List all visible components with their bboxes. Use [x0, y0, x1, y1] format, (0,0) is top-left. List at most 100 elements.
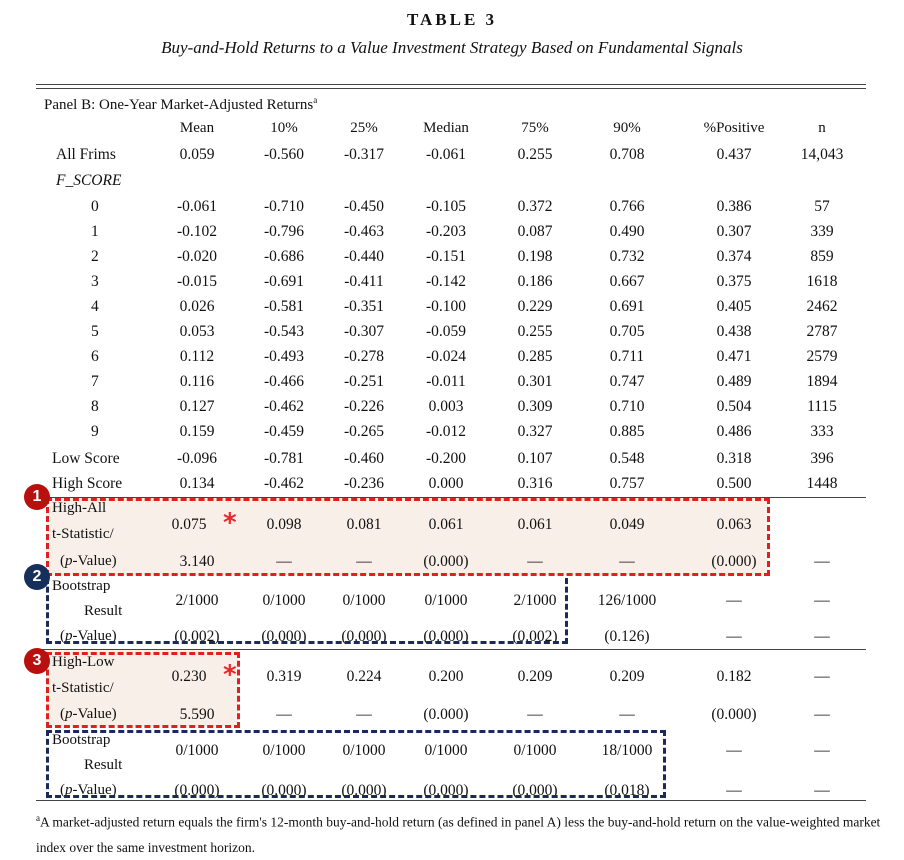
- row-label: 5: [91, 323, 99, 340]
- high_all-stats: —: [276, 553, 292, 570]
- high_low-value: 0.209: [609, 668, 645, 685]
- value-text: -Value): [72, 706, 117, 722]
- table-cell: -0.226: [343, 398, 385, 415]
- table-cell: 0.548: [609, 450, 645, 467]
- high_all-value: 0.063: [716, 516, 752, 533]
- badge-1: 1: [24, 484, 50, 510]
- table-cell: 14,043: [800, 146, 844, 163]
- high_all-label-line: (p-Value): [60, 553, 117, 570]
- high_low-stats: —: [527, 706, 543, 723]
- table-cell: -0.317: [343, 146, 385, 163]
- bootstrap_2-value: 0/1000: [342, 742, 386, 759]
- table-cell: 2462: [806, 298, 838, 315]
- table-cell: -0.351: [343, 298, 385, 315]
- table-cell: 0.757: [609, 475, 645, 492]
- table-cell: -0.096: [176, 450, 218, 467]
- table-cell: -0.011: [426, 373, 466, 390]
- annotation-box-4: [46, 730, 666, 798]
- table-cell: 0.711: [609, 348, 645, 365]
- bootstrap_1-value: 0/1000: [342, 592, 386, 609]
- table-cell: 0.471: [716, 348, 752, 365]
- high_low-value: 0.230: [171, 668, 207, 685]
- high_all-value: 0.049: [609, 516, 645, 533]
- table-cell: 0.691: [609, 298, 645, 315]
- high_low-stats: —: [619, 706, 635, 723]
- table-cell: 0.316: [517, 475, 553, 492]
- column-header: 75%: [521, 120, 549, 136]
- table-cell: 0.003: [428, 398, 464, 415]
- table-cell: 339: [810, 223, 834, 240]
- row-label: 1: [91, 223, 99, 240]
- table-cell: -0.236: [343, 475, 385, 492]
- table-cell: 0.327: [517, 423, 553, 440]
- table-cell: 0.885: [609, 423, 645, 440]
- table-cell: 0.504: [716, 398, 752, 415]
- bootstrap_2-pvalues: (0.000): [174, 782, 220, 799]
- table-cell: -0.560: [263, 146, 305, 163]
- p-italic: p: [65, 553, 73, 569]
- row-label: F_SCORE: [56, 172, 122, 189]
- column-header: %Positive: [703, 120, 765, 136]
- bootstrap_1-pvalues: (0.000): [341, 628, 387, 645]
- row-label: All Frims: [56, 146, 116, 163]
- table-cell: -0.015: [176, 273, 218, 290]
- column-header: Mean: [179, 120, 215, 136]
- table-cell: 0.375: [716, 273, 752, 290]
- bootstrap_1-value: —: [814, 592, 830, 609]
- table-cell: 396: [810, 450, 834, 467]
- high_low-label-line: High-Low: [52, 654, 115, 670]
- high_low-stats: —: [814, 706, 830, 723]
- table-cell: -0.265: [343, 423, 385, 440]
- bootstrap_2-pvalues: —: [726, 782, 742, 799]
- bootstrap_2-value: 0/1000: [262, 742, 306, 759]
- table-cell: -0.710: [263, 198, 305, 215]
- high_all-value: 0.061: [517, 516, 553, 533]
- table-cell: -0.142: [425, 273, 467, 290]
- table-cell: -0.278: [343, 348, 385, 365]
- row-label: 9: [91, 423, 99, 440]
- table-cell: 0.255: [517, 323, 553, 340]
- table-cell: -0.460: [343, 450, 385, 467]
- bootstrap_2-pvalues: (0.000): [512, 782, 558, 799]
- table-cell: -0.061: [176, 198, 218, 215]
- table-cell: 0.309: [517, 398, 553, 415]
- table-cell: 0.405: [716, 298, 752, 315]
- table-cell: -0.307: [343, 323, 385, 340]
- bootstrap_1-value: 2/1000: [513, 592, 557, 609]
- table-cell: 0.059: [179, 146, 215, 163]
- row-label: 0: [91, 198, 99, 215]
- table-cell: 333: [810, 423, 834, 440]
- annotation-box-1: [46, 498, 770, 576]
- annotation-box-2: [46, 578, 568, 644]
- table-cell: 2579: [806, 348, 838, 365]
- bootstrap_2-value: —: [814, 742, 830, 759]
- bootstrap_1-pvalues: —: [726, 628, 742, 645]
- bootstrap_1-value: —: [726, 592, 742, 609]
- table-cell: 2787: [806, 323, 838, 340]
- high_low-stats: 5.590: [179, 706, 215, 723]
- table-cell: 0.710: [609, 398, 645, 415]
- table-cell: -0.024: [425, 348, 467, 365]
- table-cell: -0.493: [263, 348, 305, 365]
- top-rule-1: [36, 84, 866, 85]
- table-cell: 0.372: [517, 198, 553, 215]
- table-cell: -0.462: [263, 398, 305, 415]
- high_low-stats: (0.000): [423, 706, 469, 723]
- table-cell: 0.229: [517, 298, 553, 315]
- table-cell: 1448: [806, 475, 838, 492]
- panel-title: Panel B: One-Year Market-Adjusted Return…: [44, 95, 318, 113]
- value-text: -Value): [72, 782, 117, 798]
- table-cell: 0.438: [716, 323, 752, 340]
- table-cell: 0.301: [517, 373, 553, 390]
- table-cell: 0.437: [716, 146, 752, 163]
- table-cell: 0.053: [179, 323, 215, 340]
- table-cell: -0.781: [263, 450, 305, 467]
- high-all-shade: [46, 498, 768, 575]
- high_low-label-line: (p-Value): [60, 706, 117, 723]
- table-cell: 0.198: [517, 248, 553, 265]
- bootstrap_1-pvalues: (0.126): [604, 628, 650, 645]
- high_all-label-line: t-Statistic/: [52, 526, 114, 542]
- badge-3: 3: [24, 648, 50, 674]
- table-cell: 0.732: [609, 248, 645, 265]
- table-cell: -0.200: [425, 450, 467, 467]
